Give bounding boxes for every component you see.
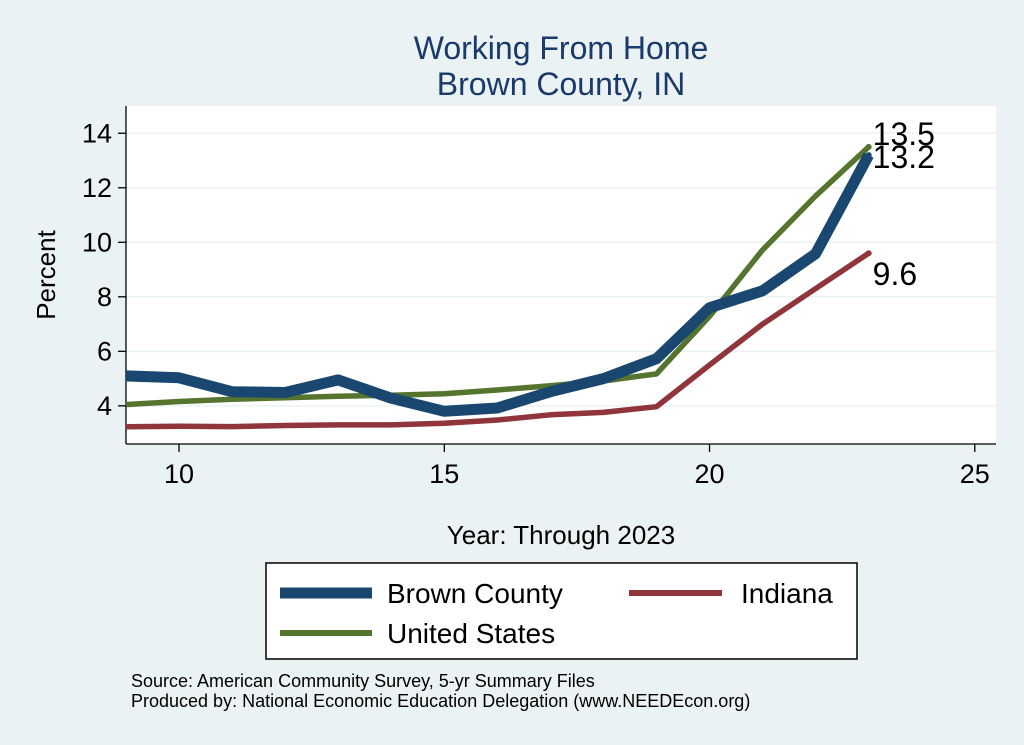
tick-labels: 4 6 8 10 12 14 10 15 20 25 — [82, 118, 990, 489]
end-marker-united-states — [865, 143, 872, 150]
y-tick-label-6: 6 — [97, 336, 112, 366]
legend-label-brown-county: Brown County — [387, 578, 563, 609]
series-line-united-states — [125, 144, 871, 408]
gridlines — [126, 132, 996, 407]
end-label-brown-county: 13.2 — [873, 139, 935, 175]
series-line-indiana — [125, 250, 871, 430]
end-labels: 13.2 9.6 13.5 — [873, 116, 935, 292]
chart-title-line-1: Working From Home — [414, 30, 709, 66]
y-tick-label-8: 8 — [97, 282, 112, 312]
end-marker-indiana — [865, 250, 872, 257]
end-label-united-states: 13.5 — [873, 116, 935, 152]
x-tick-label-15: 15 — [429, 459, 459, 489]
x-tick-label-10: 10 — [164, 459, 194, 489]
source-note: Source: American Community Survey, 5-yr … — [131, 671, 595, 691]
legend-label-united-states: United States — [387, 618, 555, 649]
x-tick-label-20: 20 — [695, 459, 725, 489]
y-tick-label-14: 14 — [82, 118, 112, 148]
y-axis-title: Percent — [31, 229, 61, 319]
y-tick-label-4: 4 — [97, 391, 112, 421]
x-tick-label-25: 25 — [960, 459, 990, 489]
axes — [118, 106, 996, 452]
x-axis-title: Year: Through 2023 — [447, 520, 675, 550]
y-tick-label-12: 12 — [82, 173, 112, 203]
series-line-brown-county — [125, 152, 874, 417]
end-marker-brown-county — [865, 152, 872, 159]
legend-box — [265, 562, 858, 660]
legend-label-indiana: Indiana — [741, 578, 833, 609]
y-tick-label-10: 10 — [82, 227, 112, 257]
chart-title-line-2: Brown County, IN — [437, 66, 685, 102]
end-label-indiana: 9.6 — [873, 256, 917, 292]
series-lines — [125, 143, 874, 430]
producer-note: Produced by: National Economic Education… — [131, 691, 751, 711]
